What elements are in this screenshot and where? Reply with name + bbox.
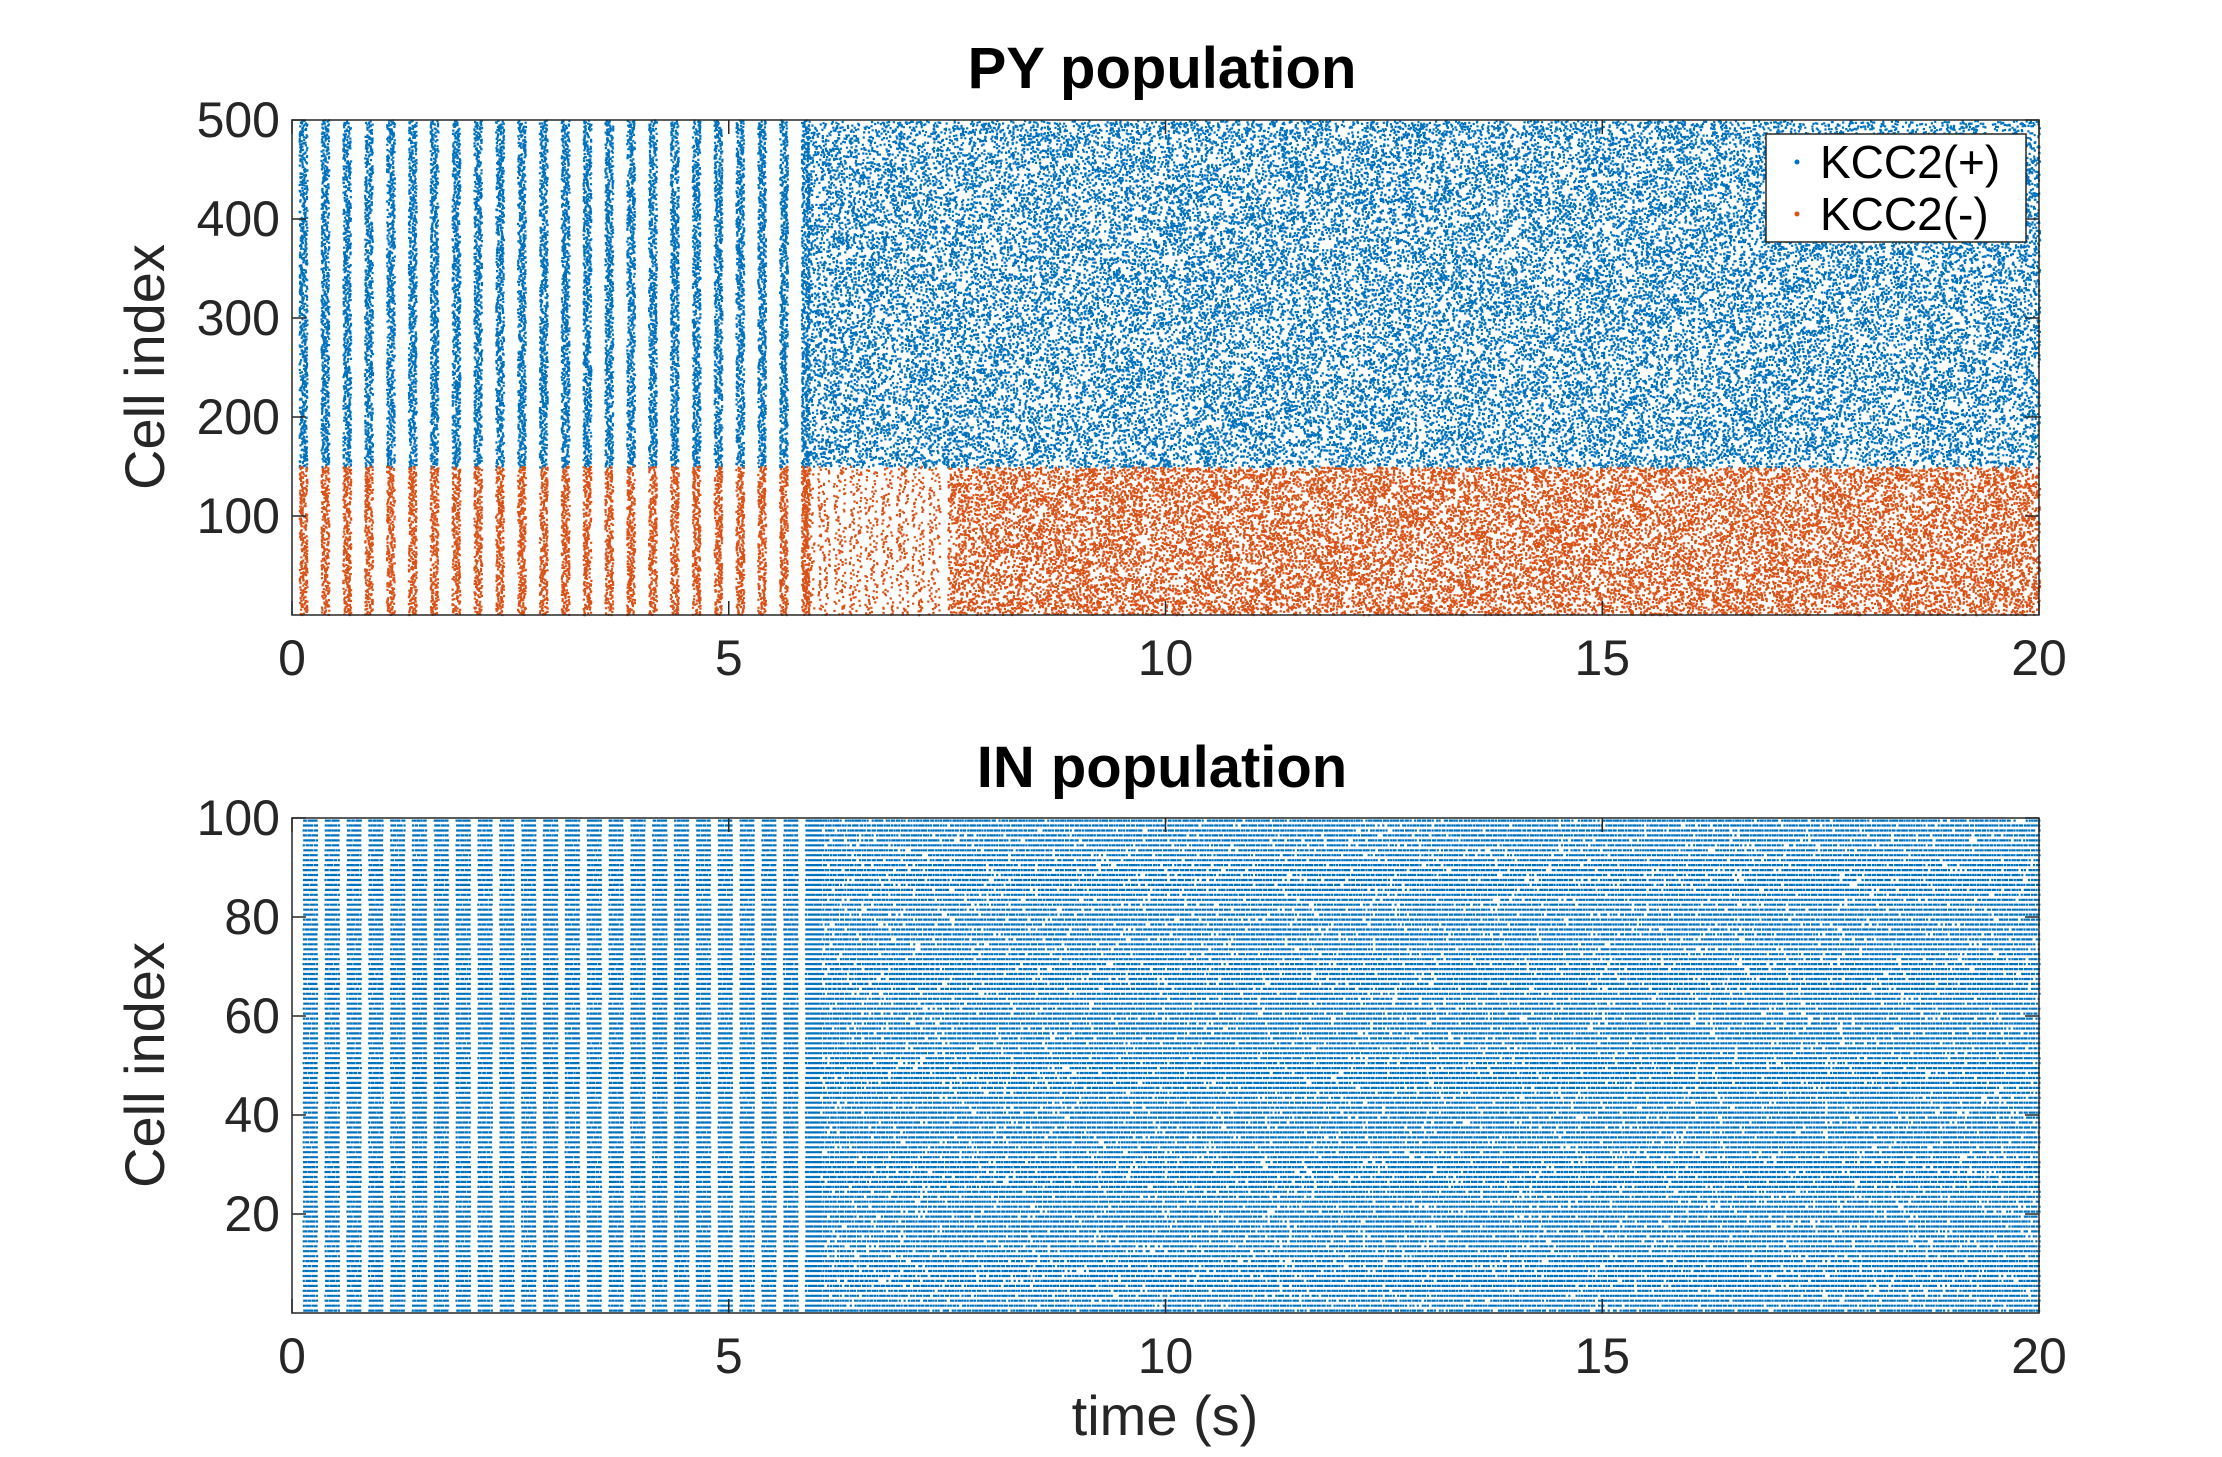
legend-box — [1765, 133, 2027, 243]
x-tick-label: 0 — [278, 630, 306, 686]
x-tick-label: 10 — [1138, 630, 1194, 686]
y-tick-label: 400 — [197, 191, 280, 247]
x-tick-label: 15 — [1574, 630, 1630, 686]
py-population-panel: PY population 0 5 10 15 20 100 200 300 400 500 C… — [113, 36, 2067, 686]
y-tick-label: 60 — [224, 988, 280, 1044]
in-x-ticks: 0 5 10 15 20 — [278, 818, 2067, 1384]
y-tick-label: 500 — [197, 92, 280, 148]
kcc2-plus-spikes — [298, 119, 2042, 469]
y-tick-label: 300 — [197, 290, 280, 346]
in-chart-title: IN population — [977, 735, 1348, 800]
y-tick-label: 80 — [224, 889, 280, 945]
in-y-axis-label: Cell index — [113, 942, 176, 1188]
in-x-axis-label: time (s) — [1072, 1384, 1259, 1447]
x-tick-label: 10 — [1138, 1328, 1194, 1384]
x-tick-label: 15 — [1574, 1328, 1630, 1384]
py-x-ticks: 0 5 10 15 20 — [278, 120, 2067, 686]
in-y-ticks: 20 40 60 80 100 — [197, 790, 2039, 1242]
py-spike-raster — [298, 119, 2042, 617]
y-tick-label: 200 — [197, 389, 280, 445]
y-tick-label: 100 — [197, 488, 280, 544]
kcc2-minus-spikes — [298, 465, 2042, 617]
in-population-panel: IN population 0 5 10 15 20 20 40 60 80 100 Cell … — [113, 735, 2067, 1447]
legend-marker-kcc2-minus — [1794, 211, 1800, 217]
x-tick-label: 5 — [715, 1328, 743, 1384]
y-tick-label: 40 — [224, 1087, 280, 1143]
py-y-ticks: 100 200 300 400 500 — [197, 92, 2039, 544]
y-tick-label: 20 — [224, 1186, 280, 1242]
legend-label-kcc2-plus: KCC2(+) — [1820, 136, 2000, 188]
x-tick-label: 0 — [278, 1328, 306, 1384]
py-chart-title: PY population — [968, 36, 1357, 101]
y-tick-label: 100 — [197, 790, 280, 846]
in-plot-area — [292, 818, 2039, 1313]
x-tick-label: 20 — [2011, 1328, 2067, 1384]
legend-label-kcc2-minus: KCC2(-) — [1820, 188, 1989, 240]
py-y-axis-label: Cell index — [113, 244, 176, 490]
x-tick-label: 20 — [2011, 630, 2067, 686]
x-tick-label: 5 — [715, 630, 743, 686]
py-legend: KCC2(+) KCC2(-) — [1765, 133, 2027, 243]
legend-marker-kcc2-plus — [1794, 159, 1800, 165]
